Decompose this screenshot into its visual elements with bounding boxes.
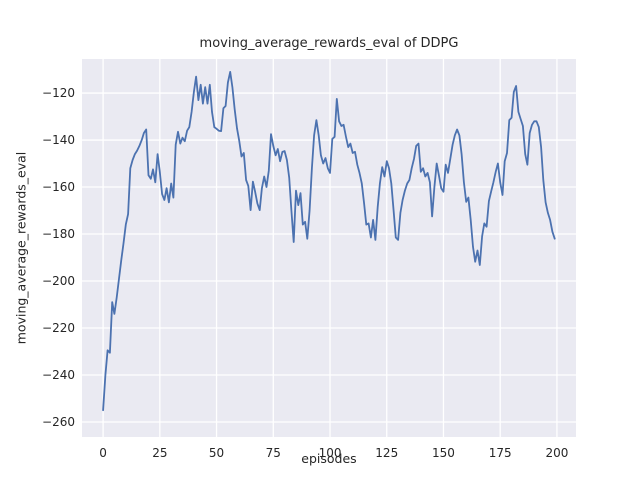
x-tick-label: 150 [432,446,455,460]
y-tick-label: −220 [42,321,75,335]
x-tick-label: 25 [152,446,167,460]
x-tick-label: 125 [375,446,398,460]
x-tick-label: 200 [545,446,568,460]
x-tick-label: 75 [266,446,281,460]
x-tick-label: 175 [489,446,512,460]
x-axis-label: episodes [301,451,357,466]
series-line [102,71,556,412]
y-tick-label: −180 [42,227,75,241]
y-tick-label: −120 [42,86,75,100]
y-tick-label: −200 [42,274,75,288]
chart-title: moving_average_rewards_eval of DDPG [199,36,459,51]
y-tick-label: −260 [42,415,75,429]
x-tick-label: 50 [209,446,224,460]
x-tick-label: 0 [99,446,107,460]
x-tick-label: 100 [319,446,342,460]
y-tick-label: −240 [42,368,75,382]
y-tick-label: −160 [42,180,75,194]
y-axis-label: moving_average_rewards_eval [13,151,29,345]
y-tick-label: −140 [42,133,75,147]
axes-panel [82,59,576,437]
